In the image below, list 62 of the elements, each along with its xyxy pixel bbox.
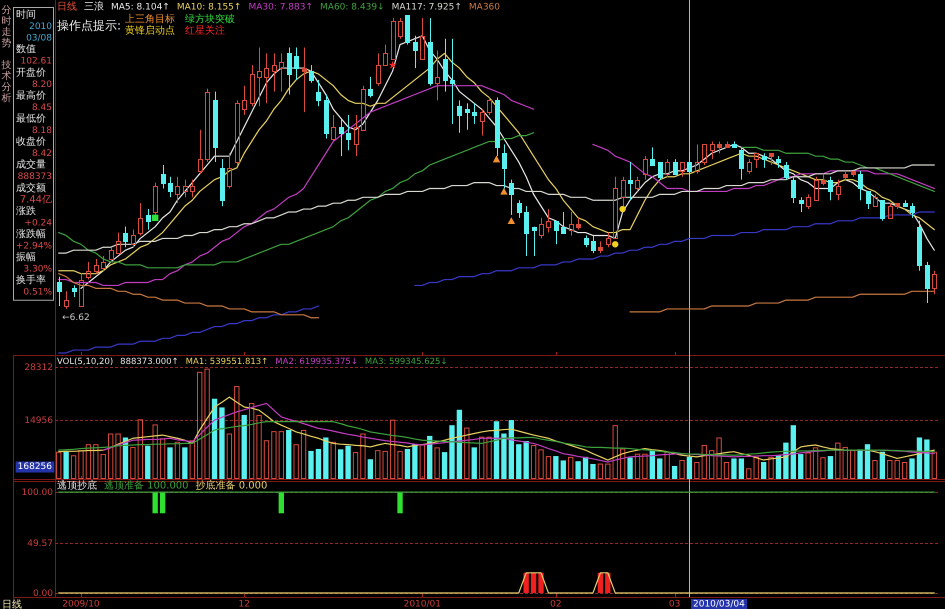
readout: 168256 (18, 462, 52, 472)
info: 涨跌 (16, 206, 36, 217)
info: 振幅 (16, 252, 36, 264)
title: 逃顶抄底 (57, 480, 97, 492)
x-tick: 03 (668, 600, 680, 609)
legend-item: 抄底准备 0.000 (196, 480, 268, 492)
y-tick: 14956 (24, 416, 53, 426)
legend-item: MA60: 8.439↓ (320, 2, 385, 12)
annotation: 日线 (2, 600, 22, 609)
info: 2010 (29, 22, 52, 32)
annotation: 2010/03/04 (693, 600, 745, 609)
info: 涨跌幅 (16, 228, 46, 240)
info: 03/08 (26, 34, 52, 44)
legend-item: 上三角目标 (125, 14, 176, 25)
info: 8.18 (32, 126, 52, 136)
y-tick: 28312 (24, 363, 53, 374)
info: 成交额 (16, 182, 46, 194)
legend-item: 绿方块突破 (185, 14, 236, 25)
info: 888373 (18, 172, 52, 182)
info: 3.30% (23, 264, 52, 275)
legend-item: 逃顶准备 100.000 (104, 480, 189, 492)
tab-label: 分时走势 (2, 5, 12, 49)
legend-item: MA117: 7.925↑ (392, 2, 462, 12)
subtitle: 三浪 (84, 2, 104, 12)
legend-item: MA360 (468, 2, 500, 12)
info: 0.51% (23, 288, 52, 298)
info: 8.20 (32, 80, 52, 90)
y-tick: 100.00 (22, 488, 53, 498)
subtitle: 888373.000↑ (120, 357, 179, 367)
info: 数值 (16, 44, 36, 56)
legend-item: MA5: 8.104↑ (111, 2, 170, 12)
legend-item: MA10: 8.155↑ (176, 2, 242, 12)
y-tick: 49.57 (27, 538, 53, 549)
info: 8.42 (32, 149, 52, 160)
info: 换手率 (16, 275, 46, 286)
legend-item: MA2: 619935.375↓ (275, 357, 358, 367)
legend-item: 红星关注 (185, 26, 226, 36)
info: +2.94% (16, 242, 52, 252)
info: 收盘价 (16, 136, 46, 148)
x-tick: 2010/01 (404, 600, 441, 609)
info: 8.45 (32, 102, 52, 113)
info: 最低价 (16, 113, 46, 124)
annotation: ←6.62 (62, 312, 90, 323)
info: 最高价 (16, 90, 46, 102)
info: +0.24 (24, 218, 52, 228)
info: 时间 (16, 10, 36, 20)
x-tick: 12 (238, 600, 250, 609)
info: 成交量 (16, 160, 46, 171)
info: 开盘价 (16, 67, 46, 78)
y-tick: 0.00 (32, 588, 53, 599)
legend-title: 操作点提示: (57, 18, 122, 32)
legend-item: MA3: 599345.625↓ (364, 357, 448, 367)
tab-label: 技术分析 (2, 60, 12, 104)
legend-item: 黄锋启动点 (125, 26, 176, 36)
legend-item: MA30: 7.883↑ (248, 2, 314, 12)
legend-item: MA1: 539551.813↑ (186, 357, 268, 367)
title: 日线 (57, 2, 77, 12)
title: VOL(5,10,20) (57, 357, 114, 367)
x-tick: 02 (550, 600, 562, 609)
info: 102.61 (20, 56, 52, 67)
x-tick: 2009/10 (62, 600, 100, 609)
info: 7.44亿 (20, 194, 52, 206)
